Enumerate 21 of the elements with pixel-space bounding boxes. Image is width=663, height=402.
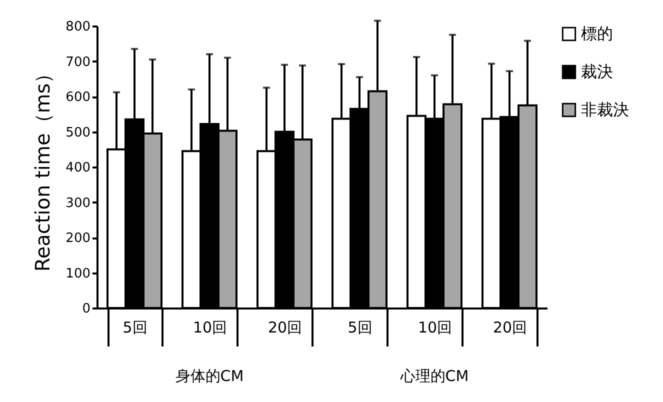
x-tick-label: 20回 [268,318,302,336]
y-tick-label: 500 [66,125,90,140]
legend-label: 裁決 [581,62,613,81]
y-tick-label: 800 [66,20,90,34]
x-tick-label: 10回 [192,318,228,336]
y-tick-label: 200 [66,231,90,246]
x-tick-label: 10回 [418,318,452,336]
y-axis-title: Reaction time（ms） [30,63,55,272]
y-tick-label: 600 [66,90,90,105]
text: 心理的CM [399,367,469,385]
y-tick-label: 400 [66,160,90,176]
text: 身体的CM [175,367,244,385]
y-tick-label: 0 [82,302,90,316]
y-tick-label: 300 [66,196,90,211]
y-tick-label: 700 [66,54,90,70]
legend-label: 非裁決 [581,100,629,119]
x-tick-label: 20回 [492,318,528,336]
y-tick-label: 100 [66,266,90,282]
x-tick-label: 5回 [122,318,148,336]
x-tick-label: 5回 [348,318,372,336]
legend-label: 標的 [581,24,613,43]
